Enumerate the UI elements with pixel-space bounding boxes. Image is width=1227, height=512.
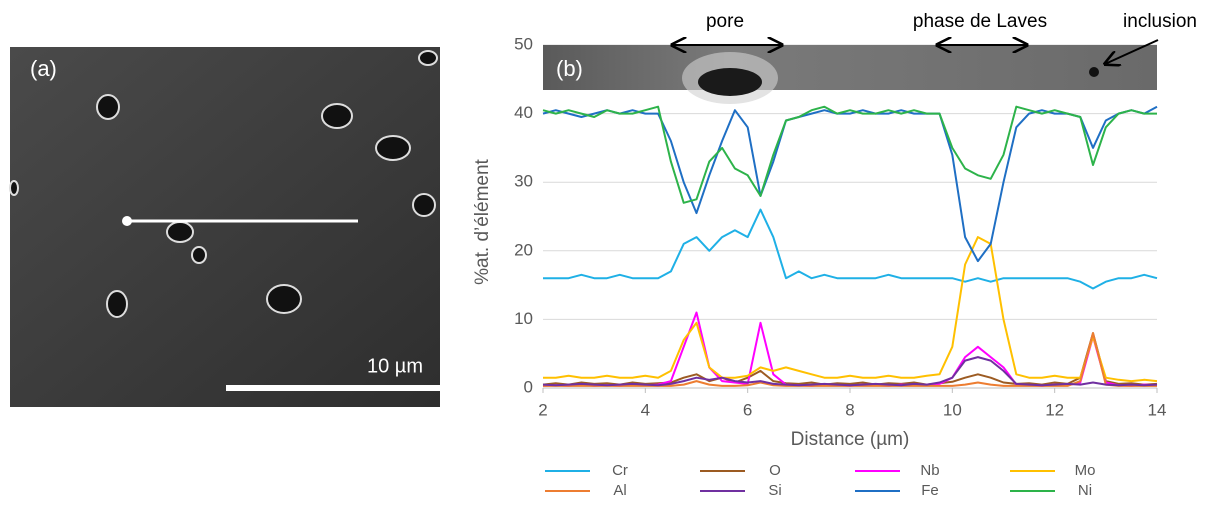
x-tick-label: 12 [1045, 400, 1064, 419]
y-tick-label: 0 [524, 377, 533, 396]
x-tick-label: 4 [641, 400, 650, 419]
x-tick-label: 2 [538, 400, 547, 419]
legend: Cr O Nb Mo Al Si Fe Ni [545, 462, 1095, 499]
series-line [542, 356, 1158, 387]
legend-label: Nb [920, 462, 939, 479]
y-tick-label: 50 [514, 34, 533, 53]
annotation: inclusion [1123, 11, 1197, 32]
y-tick-label: 10 [514, 309, 533, 328]
y-tick-label: 40 [514, 103, 533, 122]
legend-label: Si [768, 482, 781, 499]
sem-image: 10 µm (a) [9, 47, 440, 407]
panel-label: (a) [30, 56, 57, 81]
series-line [542, 105, 1158, 263]
series-line [542, 105, 1157, 204]
legend-label: Mo [1075, 462, 1096, 479]
series-line [543, 208, 1158, 290]
x-tick-label: 8 [845, 400, 854, 419]
y-tick-label: 20 [514, 240, 533, 259]
annotation: phase de Laves [913, 11, 1047, 32]
x-axis-label: Distance (µm) [791, 429, 910, 450]
plot-area: 0 10 20 30 40 50 2 4 6 8 10 12 14 [514, 34, 1166, 419]
strip-image: (b) [543, 45, 1157, 104]
legend-label: Cr [612, 462, 628, 479]
annotations: pore phase de Laves inclusion [672, 11, 1197, 64]
panel-label: (b) [556, 56, 583, 81]
legend-label: Fe [921, 482, 939, 499]
x-tick-label: 10 [943, 400, 962, 419]
y-axis-label: %at. d’élément [472, 158, 493, 284]
x-tick-label: 6 [743, 400, 752, 419]
legend-label: O [769, 462, 781, 479]
legend-label: Ni [1078, 482, 1092, 499]
y-tick-label: 30 [514, 172, 533, 191]
scale-bar-label: 10 µm [367, 355, 423, 377]
x-tick-label: 14 [1148, 400, 1167, 419]
series-line [543, 236, 1158, 383]
annotation: pore [706, 11, 744, 32]
legend-label: Al [613, 482, 626, 499]
